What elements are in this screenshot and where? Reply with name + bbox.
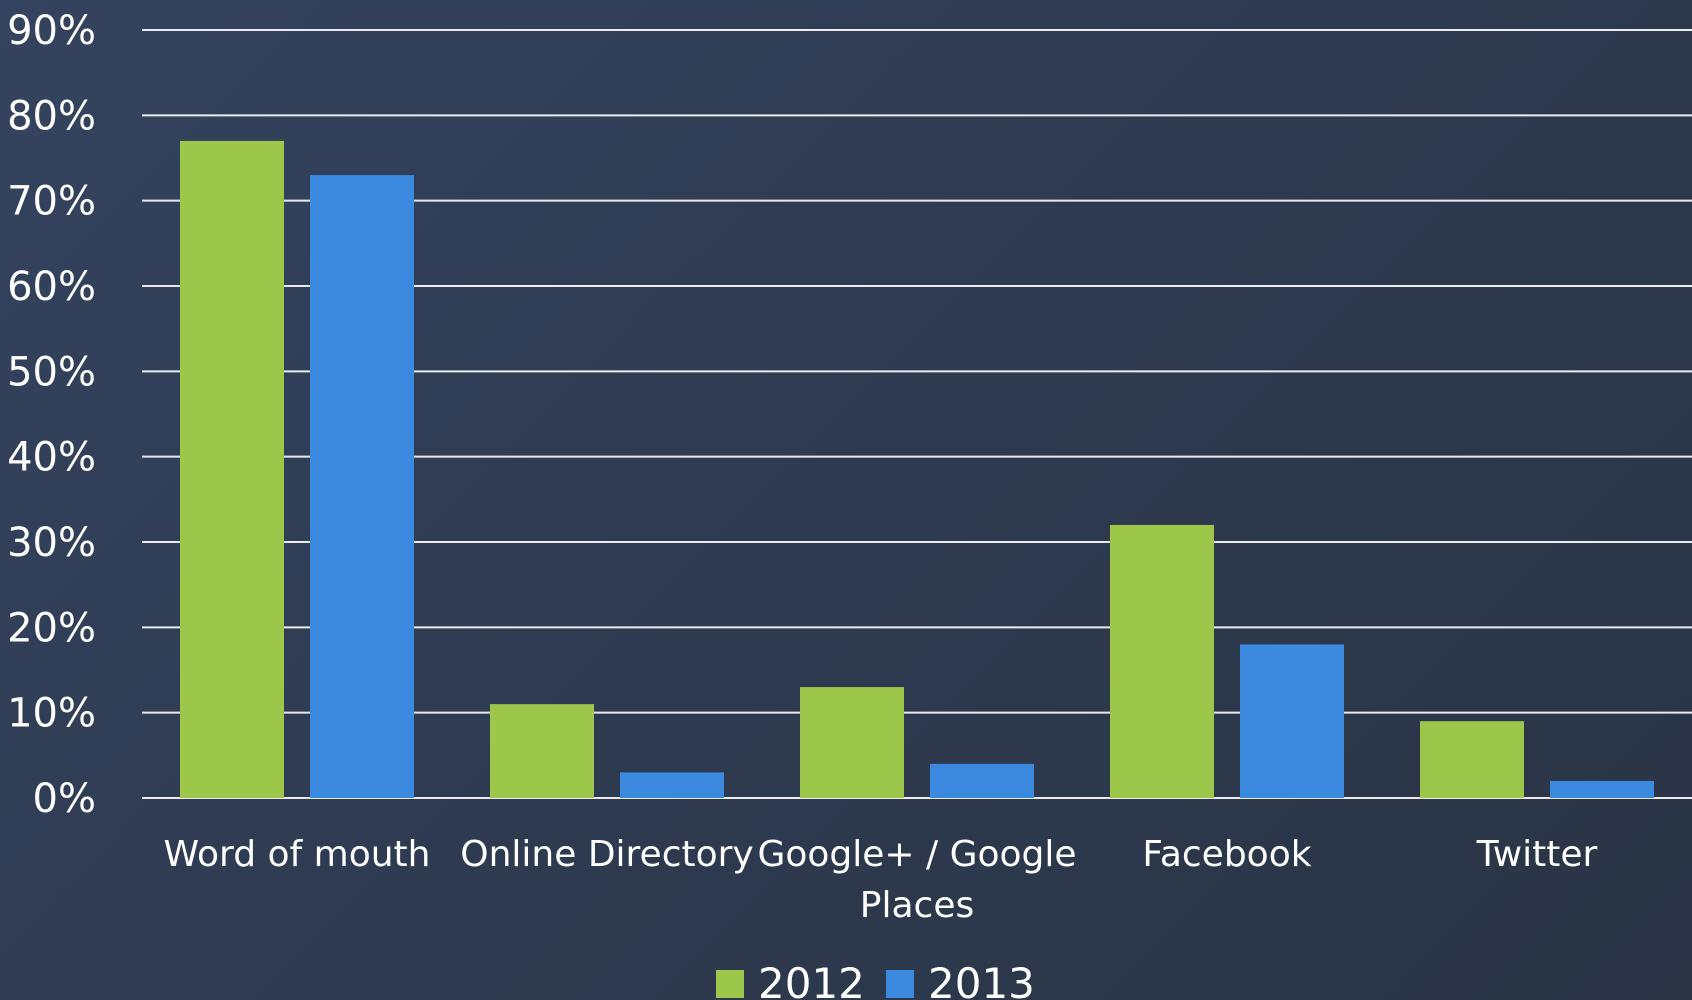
y-tick-label: 60% [7, 264, 96, 310]
y-tick-label: 70% [7, 179, 96, 225]
x-axis: Word of mouth Online Directory Google+ / G… [164, 834, 1598, 926]
x-tick-label: Google+ / Google [757, 834, 1076, 875]
y-tick-label: 40% [7, 435, 96, 481]
y-tick-label: 0% [33, 776, 96, 822]
y-tick-label: 90% [7, 8, 96, 54]
y-tick-label: 50% [7, 349, 96, 395]
bar-2013-0 [310, 175, 414, 799]
bars [180, 140, 1654, 799]
x-tick-label: Facebook [1142, 834, 1311, 875]
bar-2012-1 [490, 704, 594, 798]
y-tick-label: 30% [7, 520, 96, 566]
bar-2013-1 [620, 772, 724, 798]
bar-2013-2 [930, 763, 1034, 798]
legend-swatch-2013 [886, 970, 914, 998]
legend: 2012 2013 [716, 959, 1035, 1000]
y-tick-label: 20% [7, 605, 96, 651]
y-tick-label: 10% [7, 691, 96, 737]
x-tick-label: Online Directory [460, 834, 753, 875]
bar-2013-4 [1550, 780, 1654, 798]
legend-label-2013: 2013 [928, 959, 1035, 1000]
bar-2013-3 [1240, 644, 1344, 798]
bar-2012-0 [180, 140, 284, 798]
bar-2012-4 [1420, 721, 1524, 798]
legend-label-2012: 2012 [758, 959, 865, 1000]
y-axis: 0% 10% 20% 30% 40% 50% 60% 70% 80% 90% [7, 8, 96, 822]
x-tick-label: Places [860, 885, 974, 926]
x-tick-label: Twitter [1476, 834, 1598, 875]
x-tick-label: Word of mouth [164, 834, 431, 875]
bar-2012-2 [800, 687, 904, 798]
bar-2012-3 [1110, 524, 1214, 798]
legend-swatch-2012 [716, 970, 744, 998]
y-tick-label: 80% [7, 93, 96, 139]
